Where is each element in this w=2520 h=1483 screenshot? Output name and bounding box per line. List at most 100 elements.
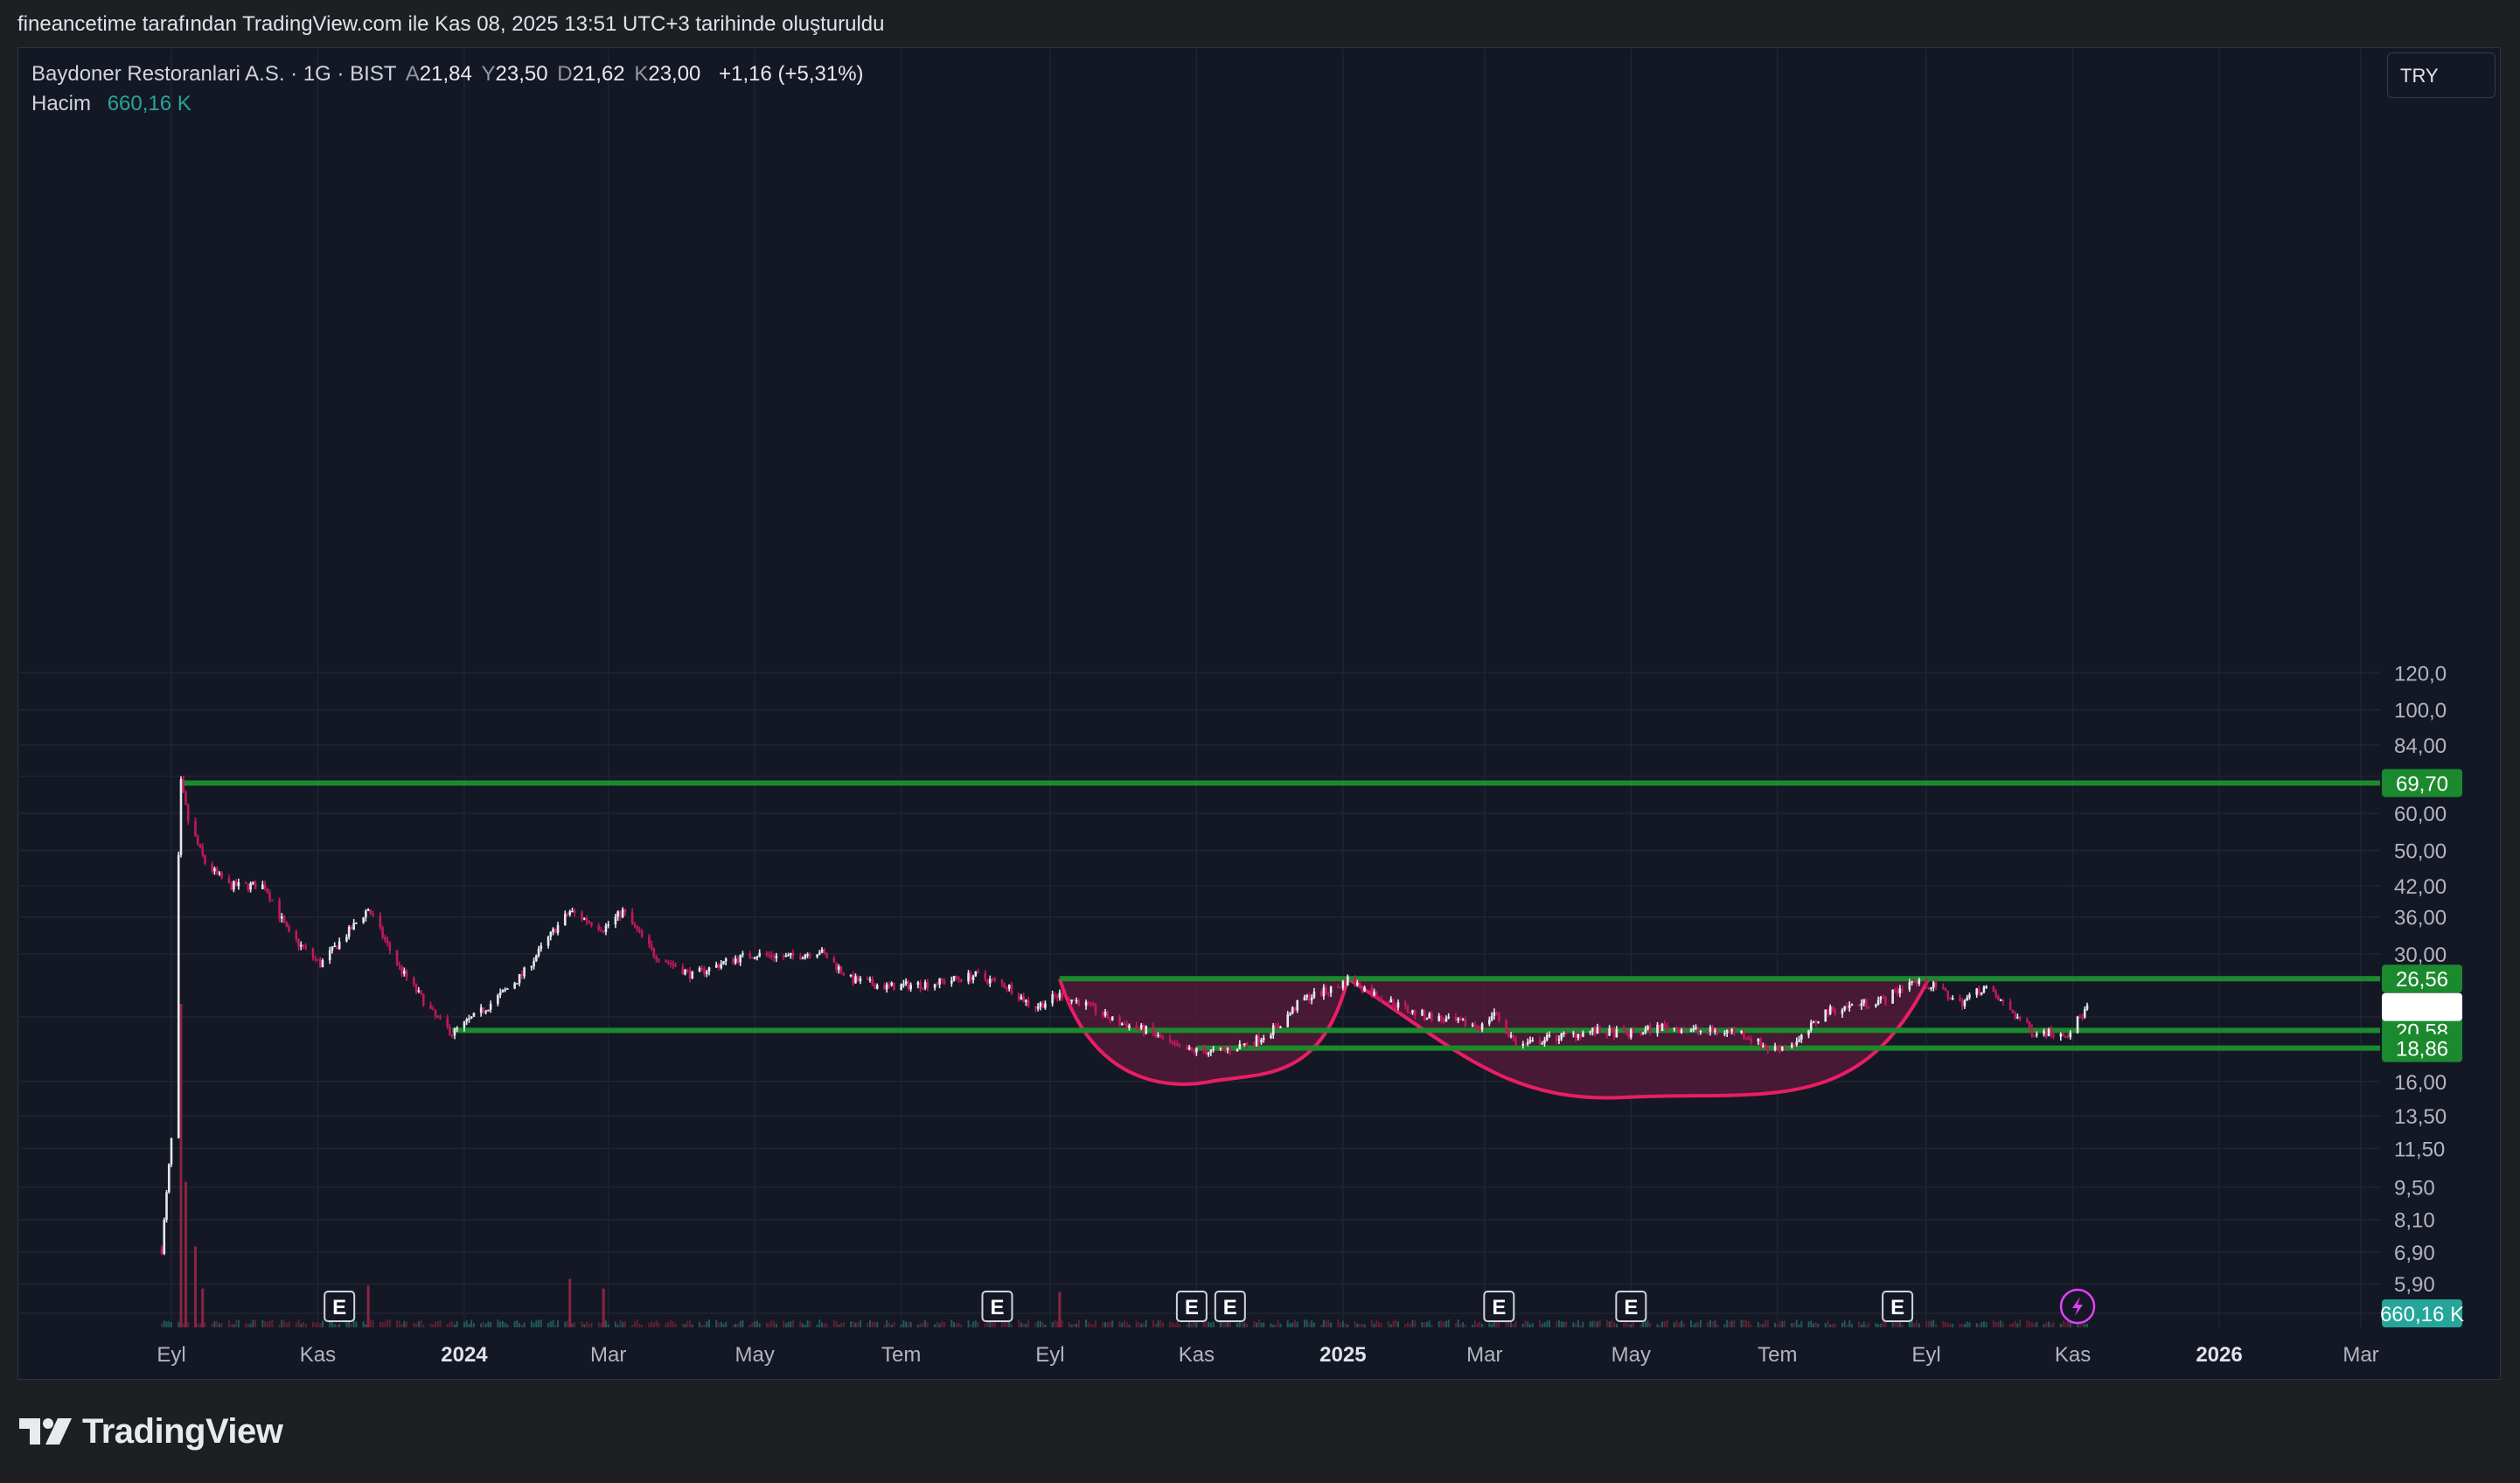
volume-bar: [681, 1323, 684, 1327]
volume-bar: [1277, 1319, 1279, 1327]
candle-body: [523, 967, 526, 977]
volume-bar: [1649, 1322, 1652, 1327]
candle-body: [1884, 997, 1887, 1004]
price-tick-label: 36,00: [2394, 907, 2447, 930]
tradingview-logo[interactable]: TradingView: [19, 1410, 283, 1453]
volume-bar: [1949, 1323, 1952, 1327]
earnings-marker[interactable]: [1615, 1291, 1647, 1322]
candle-body: [866, 978, 869, 980]
candle-body: [295, 930, 298, 940]
legend-open-value: 21,84: [419, 62, 472, 86]
candle-body: [244, 881, 247, 884]
volume-bar: [283, 1320, 286, 1327]
candle-body: [1354, 976, 1356, 986]
candle-body: [1798, 1039, 1800, 1041]
volume-bar: [1623, 1323, 1625, 1327]
candle-body: [1563, 1032, 1565, 1034]
candle-body: [299, 944, 303, 947]
time-tick-label: Eyl: [1035, 1343, 1064, 1367]
candle-body: [658, 959, 660, 961]
candle-body: [2069, 1032, 2072, 1037]
volume-bar: [1745, 1319, 1748, 1327]
legend-symbol[interactable]: Baydoner Restoranlari A.S. · 1G · BIST: [31, 62, 397, 86]
legend-volume-label[interactable]: Hacim: [31, 92, 92, 115]
volume-bar: [1894, 1322, 1897, 1327]
volume-bar: [1447, 1319, 1450, 1327]
candle-body: [1507, 1030, 1510, 1036]
candle-body: [1394, 1006, 1397, 1008]
candle-body: [809, 954, 811, 957]
earnings-marker[interactable]: [981, 1291, 1013, 1322]
volume-bar: [1193, 1321, 1195, 1327]
candle-body: [347, 926, 351, 937]
candle-body: [513, 983, 516, 989]
volume-bar: [768, 1322, 770, 1327]
candle-body: [1168, 1038, 1172, 1041]
volume-bar: [734, 1323, 737, 1327]
volume-bar: [547, 1323, 550, 1327]
candle-body: [1444, 1018, 1448, 1022]
level-badge: 69,70: [2396, 772, 2448, 796]
volume-bar: [252, 1319, 254, 1327]
volume-bar: [1961, 1323, 1964, 1327]
volume-bar: [1582, 1321, 1584, 1327]
volume-bar: [227, 1320, 230, 1327]
chart-pane[interactable]: [17, 47, 2501, 1380]
candle-body: [1058, 992, 1062, 999]
candle-body: [1582, 1032, 1584, 1037]
price-axis[interactable]: 5,105,906,908,109,5011,5013,5016,0022,00…: [2394, 662, 2447, 1326]
time-axis[interactable]: Eyl Kas 2024 Mar May Tem Eyl Kas 2025 Mar May Tem Ey…: [157, 1343, 2378, 1367]
candle-body: [179, 779, 183, 855]
candle-body: [893, 983, 895, 991]
candle-body: [751, 957, 754, 959]
candle-body: [902, 984, 905, 985]
legend-ohlc-row: Baydoner Restoranlari A.S. · 1G · BIST A…: [31, 59, 864, 89]
volume-bar: [1642, 1319, 1645, 1327]
candle-body: [971, 976, 975, 980]
volume-bar: [1375, 1320, 1378, 1327]
candle-body: [1716, 1030, 1719, 1034]
volume-bar: [614, 1321, 616, 1327]
volume-bar: [1003, 1319, 1006, 1327]
volume-bar: [268, 1320, 271, 1327]
candle-body: [1459, 1018, 1462, 1020]
volume-bar: [1236, 1322, 1239, 1327]
candle-body: [616, 911, 619, 917]
candle-body: [403, 971, 406, 974]
volume-bar: [638, 1323, 641, 1327]
volume-bar: [1747, 1321, 1750, 1327]
volume-bar: [1479, 1321, 1481, 1327]
candle-body: [456, 1027, 459, 1029]
earnings-marker[interactable]: [1483, 1291, 1515, 1322]
volume-bar: [1841, 1322, 1843, 1327]
candle-body: [1790, 1044, 1793, 1048]
earnings-marker[interactable]: [1882, 1291, 1914, 1322]
volume-bar: [1406, 1321, 1409, 1327]
horizontal-levels[interactable]: [180, 780, 2380, 1051]
candle-body: [1205, 1051, 1208, 1055]
volume-bar: [825, 1323, 828, 1327]
candle-body: [755, 956, 759, 958]
time-tick-label: Eyl: [157, 1343, 185, 1367]
candle-body: [868, 978, 872, 981]
currency-button[interactable]: TRY: [2387, 52, 2496, 98]
earnings-marker[interactable]: [324, 1291, 356, 1322]
volume-bar: [623, 1320, 626, 1327]
volume-bar: [900, 1324, 902, 1327]
volume-bar: [1579, 1324, 1582, 1327]
volume-bar: [1541, 1323, 1543, 1327]
volume-bar: [432, 1324, 435, 1327]
earnings-marker[interactable]: [1175, 1291, 1208, 1322]
candle-body: [837, 966, 840, 971]
candle-body: [585, 918, 588, 922]
candle-body: [1145, 1026, 1148, 1034]
candle-body: [703, 968, 706, 974]
volume-bar: [1476, 1322, 1479, 1327]
candle-body: [446, 1017, 449, 1027]
earnings-marker[interactable]: [1214, 1291, 1246, 1322]
volume-bar: [1111, 1320, 1114, 1327]
cup-and-handle-pattern[interactable]: [1057, 977, 1931, 1100]
volume-bar: [1557, 1319, 1560, 1327]
